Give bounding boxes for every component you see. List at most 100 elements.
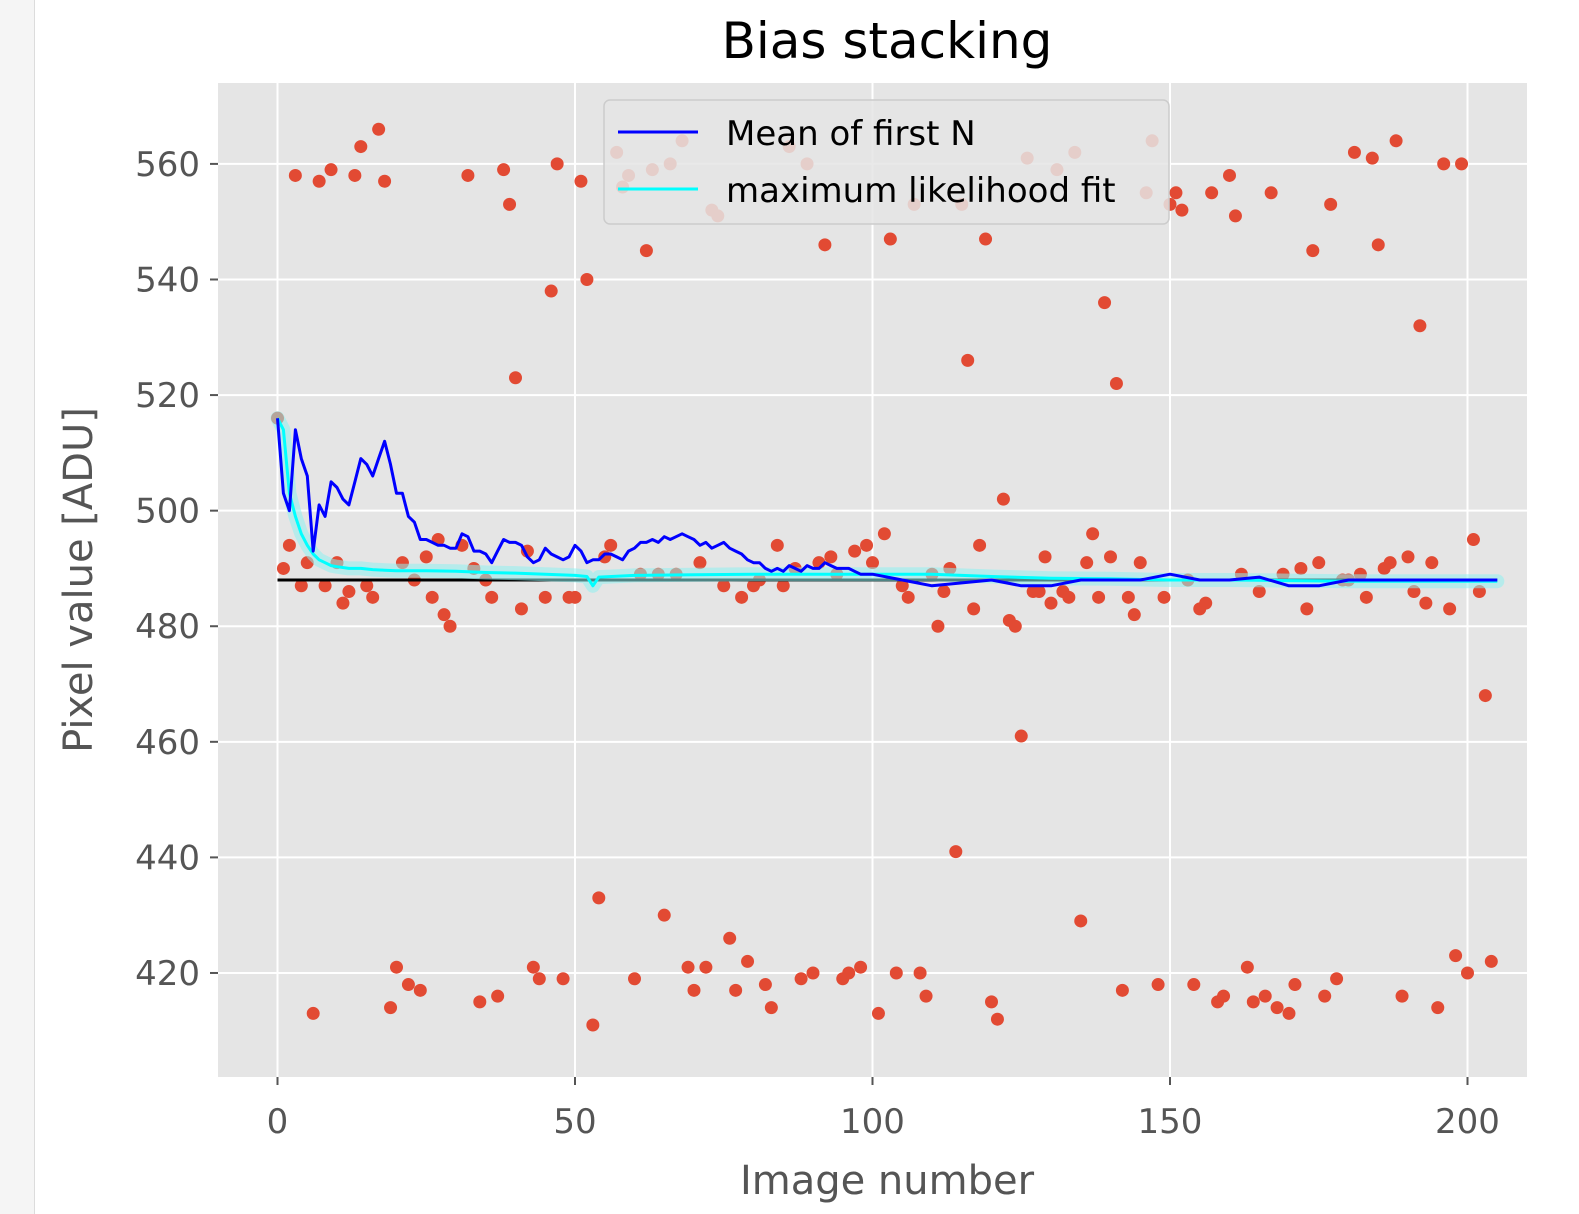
data-point bbox=[276, 561, 290, 575]
data-point bbox=[1169, 186, 1183, 200]
data-point bbox=[693, 556, 707, 570]
data-point bbox=[639, 244, 653, 258]
data-point bbox=[1086, 527, 1100, 541]
data-point bbox=[1395, 989, 1409, 1003]
data-point bbox=[473, 995, 487, 1009]
data-point bbox=[1127, 608, 1141, 622]
data-point bbox=[735, 590, 749, 604]
data-point bbox=[401, 978, 415, 992]
data-point bbox=[556, 972, 570, 986]
legend-box bbox=[603, 99, 1170, 225]
data-point bbox=[384, 1001, 398, 1015]
data-point bbox=[1098, 296, 1112, 310]
data-point bbox=[1217, 989, 1231, 1003]
data-point bbox=[1472, 585, 1486, 599]
data-point bbox=[967, 602, 981, 616]
data-point bbox=[1032, 585, 1046, 599]
x-tick-label: 0 bbox=[267, 1102, 289, 1142]
mean-layer bbox=[276, 418, 1498, 588]
data-point bbox=[282, 538, 296, 552]
data-point bbox=[1240, 960, 1254, 974]
data-point bbox=[1109, 377, 1123, 391]
data-point bbox=[1044, 596, 1058, 610]
x-tick-label: 100 bbox=[840, 1102, 905, 1142]
data-point bbox=[1258, 989, 1272, 1003]
data-point bbox=[312, 174, 326, 188]
data-point bbox=[824, 550, 838, 564]
data-point bbox=[544, 284, 558, 298]
data-point bbox=[491, 989, 505, 1003]
data-point bbox=[1455, 157, 1469, 171]
data-point bbox=[1252, 585, 1266, 599]
data-point bbox=[1074, 914, 1088, 928]
data-point bbox=[538, 590, 552, 604]
data-point bbox=[717, 579, 731, 593]
data-point bbox=[1264, 186, 1278, 200]
data-point bbox=[1223, 168, 1236, 182]
data-point bbox=[1104, 550, 1117, 564]
data-point bbox=[1449, 949, 1463, 963]
data-point bbox=[1478, 689, 1492, 703]
data-point bbox=[1175, 203, 1189, 217]
data-point bbox=[1330, 972, 1344, 986]
data-point bbox=[681, 960, 695, 974]
chart-title: Bias stacking bbox=[722, 12, 1053, 70]
y-tick-label: 420 bbox=[135, 954, 200, 994]
y-tick-label: 480 bbox=[135, 607, 200, 647]
data-point bbox=[1228, 209, 1242, 223]
data-point bbox=[985, 995, 998, 1009]
data-point bbox=[919, 989, 933, 1003]
data-point bbox=[1318, 989, 1332, 1003]
data-point bbox=[1133, 556, 1147, 570]
x-axis-label: Image number bbox=[740, 1158, 1035, 1204]
data-point bbox=[1383, 556, 1397, 570]
data-point bbox=[1389, 134, 1403, 148]
data-point bbox=[318, 579, 332, 593]
data-point bbox=[514, 602, 528, 616]
data-point bbox=[687, 983, 701, 997]
data-point bbox=[366, 590, 380, 604]
data-point bbox=[1401, 550, 1415, 564]
data-point bbox=[1419, 596, 1433, 610]
y-tick-label: 500 bbox=[135, 492, 200, 532]
data-point bbox=[336, 596, 350, 610]
data-point bbox=[1121, 590, 1135, 604]
data-point bbox=[794, 972, 808, 986]
x-tick-label: 200 bbox=[1435, 1102, 1500, 1142]
data-point bbox=[1425, 556, 1439, 570]
data-point bbox=[973, 538, 987, 552]
data-point bbox=[1365, 151, 1379, 165]
data-point bbox=[1205, 186, 1219, 200]
data-point bbox=[526, 960, 540, 974]
legend-label-fit: maximum likelihood fit bbox=[726, 171, 1116, 211]
y-tick-label: 560 bbox=[135, 145, 200, 185]
data-point bbox=[877, 527, 891, 541]
data-point bbox=[848, 544, 862, 558]
left-window-strip bbox=[0, 0, 35, 1214]
data-point bbox=[378, 174, 392, 188]
x-axis-ticks: 0 50 100 150 200 bbox=[267, 1077, 1500, 1142]
data-point bbox=[996, 492, 1010, 506]
data-point bbox=[372, 122, 386, 136]
data-point bbox=[1187, 978, 1201, 992]
data-point bbox=[1062, 590, 1076, 604]
data-point bbox=[568, 590, 582, 604]
data-point bbox=[818, 238, 832, 252]
y-tick-label: 520 bbox=[135, 376, 200, 416]
data-point bbox=[1246, 995, 1260, 1009]
data-point bbox=[1461, 966, 1474, 980]
data-point bbox=[288, 168, 302, 182]
data-point bbox=[931, 619, 945, 633]
data-point bbox=[860, 538, 874, 552]
data-point bbox=[990, 1012, 1004, 1026]
data-point bbox=[1347, 145, 1361, 159]
data-point bbox=[532, 972, 546, 986]
data-point bbox=[723, 931, 737, 945]
data-point bbox=[1008, 619, 1022, 633]
data-point bbox=[901, 590, 915, 604]
data-point bbox=[628, 972, 641, 986]
data-point bbox=[1431, 1001, 1445, 1015]
data-point bbox=[806, 966, 820, 980]
data-point bbox=[979, 232, 993, 246]
grid-lines bbox=[218, 83, 1527, 1077]
